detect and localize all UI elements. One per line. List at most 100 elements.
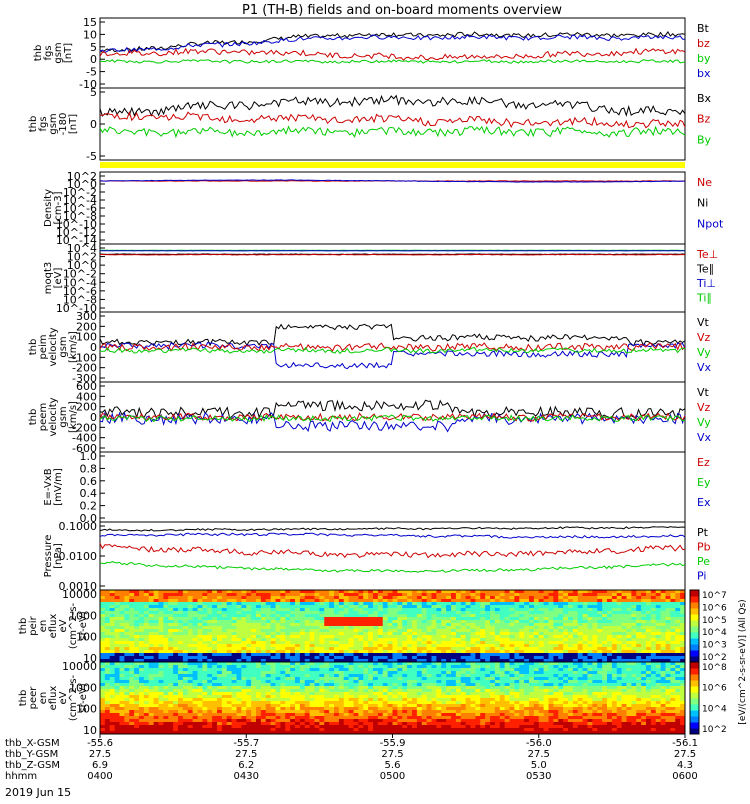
svg-text:[mV/m]: [mV/m]: [53, 468, 64, 506]
colorbar-tick: 10^7: [702, 591, 727, 601]
x-tick-hhmm: 0400: [87, 771, 112, 782]
svg-text:[nT]: [nT]: [68, 114, 79, 134]
y-tick-label: 0.2: [80, 500, 98, 513]
y-tick-label: 0.4: [80, 487, 98, 500]
svg-text:[km/s]: [km/s]: [68, 401, 79, 433]
legend-Te∥: Te∥: [696, 263, 714, 276]
legend-Vt: Vt: [697, 386, 710, 399]
legend-Ne: Ne: [697, 176, 712, 189]
y-tick-label: 1.0: [80, 450, 98, 463]
x-tick-y: 27.5: [381, 749, 403, 760]
panel-density: 10^210^010^-210^-410^-610^-810^-1010^-12…: [43, 170, 724, 247]
svg-text:[nT]: [nT]: [63, 43, 74, 63]
colorbar-tick: 10^6: [702, 684, 727, 694]
colorbar-tick: 10^4: [702, 704, 727, 714]
legend-Ex: Ex: [697, 496, 711, 509]
legend-Pt: Pt: [697, 526, 709, 539]
x-tick-z: 6.2: [238, 760, 254, 771]
legend-bz: bz: [697, 37, 710, 50]
legend-by: by: [697, 52, 711, 65]
plot-title: P1 (TH-B) fields and on-board moments ov…: [242, 3, 562, 18]
y-tick-label: 10000: [62, 588, 97, 601]
svg-text:[eV]: [eV]: [53, 268, 64, 289]
series-Pi: [100, 533, 685, 538]
panel-frame: [100, 522, 685, 590]
legend-Bt: Bt: [697, 22, 710, 35]
y-tick-label: 15: [83, 16, 97, 29]
series-Te⊥: [100, 254, 685, 255]
x-tick-z: 4.3: [677, 760, 693, 771]
colorbar-tick: 10^4: [702, 628, 727, 638]
series-Vx: [100, 343, 685, 369]
legend-Bz: Bz: [697, 113, 711, 126]
legend-Vx: Vx: [697, 431, 712, 444]
colorbar-tick: 10^6: [702, 603, 727, 613]
y-axis-label: E=-VxB[mV/m]: [43, 468, 64, 506]
x-tick-y: 27.5: [235, 749, 257, 760]
x-tick-hhmm: 0600: [672, 771, 697, 782]
colorbar-tick: 10^2: [702, 725, 727, 735]
x-tick-hhmm: 0530: [526, 771, 551, 782]
y-tick-label: 0.0100: [59, 550, 98, 563]
legend-Pb: Pb: [697, 541, 711, 554]
legend-Vy: Vy: [697, 346, 711, 359]
x-tick-x: -55.6: [87, 738, 113, 749]
panel-frame: [100, 172, 685, 244]
legend-Npot: Npot: [697, 217, 724, 230]
y-tick-label: -5: [86, 66, 97, 79]
y-tick-label: 0.8: [80, 462, 98, 475]
legend-By: By: [697, 133, 712, 146]
series-By: [100, 127, 685, 137]
svg-text:[km/s]: [km/s]: [68, 331, 79, 363]
svg-text:[nPa]: [nPa]: [53, 543, 64, 569]
y-tick-label: 0: [90, 118, 97, 131]
x-tick-z: 6.9: [92, 760, 108, 771]
x-tick-z: 5.6: [385, 760, 401, 771]
colorbar-peir: 10^7 10^6 10^5 10^4 10^3 10^2: [690, 590, 727, 663]
x-tick-x: -56.1: [672, 738, 698, 749]
x-tick-x: -55.9: [380, 738, 406, 749]
legend-Bx: Bx: [697, 92, 712, 105]
svg-text:sr-eV): sr-eV): [78, 683, 89, 712]
panel-temp: 10^410^210^010^-210^-410^-610^-810^-10mo…: [43, 242, 718, 315]
svg-text:[cm-3]: [cm-3]: [53, 191, 64, 224]
colorbar-tick: 10^3: [702, 641, 727, 651]
y-axis-label: Pressure[nPa]: [43, 535, 64, 578]
series-bz: [100, 49, 685, 60]
series-Vt: [100, 324, 685, 345]
x-row-label: thb_X-GSM: [5, 738, 60, 749]
legend-Vz: Vz: [697, 331, 711, 344]
y-tick-label: 10: [83, 28, 97, 41]
legend-Pi: Pi: [697, 570, 706, 583]
x-row-label: thb_Z-GSM: [5, 760, 60, 771]
y-tick-label: 0: [90, 53, 97, 66]
y-axis-label: moqt3[eV]: [43, 262, 64, 295]
legend-Ti⊥: Ti⊥: [696, 277, 716, 290]
svg-text:sr-eV): sr-eV): [78, 611, 89, 640]
x-tick-x: -55.7: [233, 738, 259, 749]
x-tick-hhmm: 0500: [380, 771, 405, 782]
colorbar-tick: 10^2: [702, 653, 727, 663]
flag-bar: [100, 162, 685, 168]
legend-Vx: Vx: [697, 361, 712, 374]
x-tick-hhmm: 0430: [234, 771, 259, 782]
colorbar-tick: 10^5: [702, 616, 727, 626]
series-Pe: [100, 562, 685, 573]
y-tick-label: 10: [83, 724, 97, 737]
legend-Ti∥: Ti∥: [696, 292, 712, 305]
x-tick-y: 27.5: [528, 749, 550, 760]
x-tick-z: 5.0: [531, 760, 547, 771]
legend-Pe: Pe: [697, 555, 710, 568]
colorbar-tick: 10^8: [702, 663, 727, 673]
